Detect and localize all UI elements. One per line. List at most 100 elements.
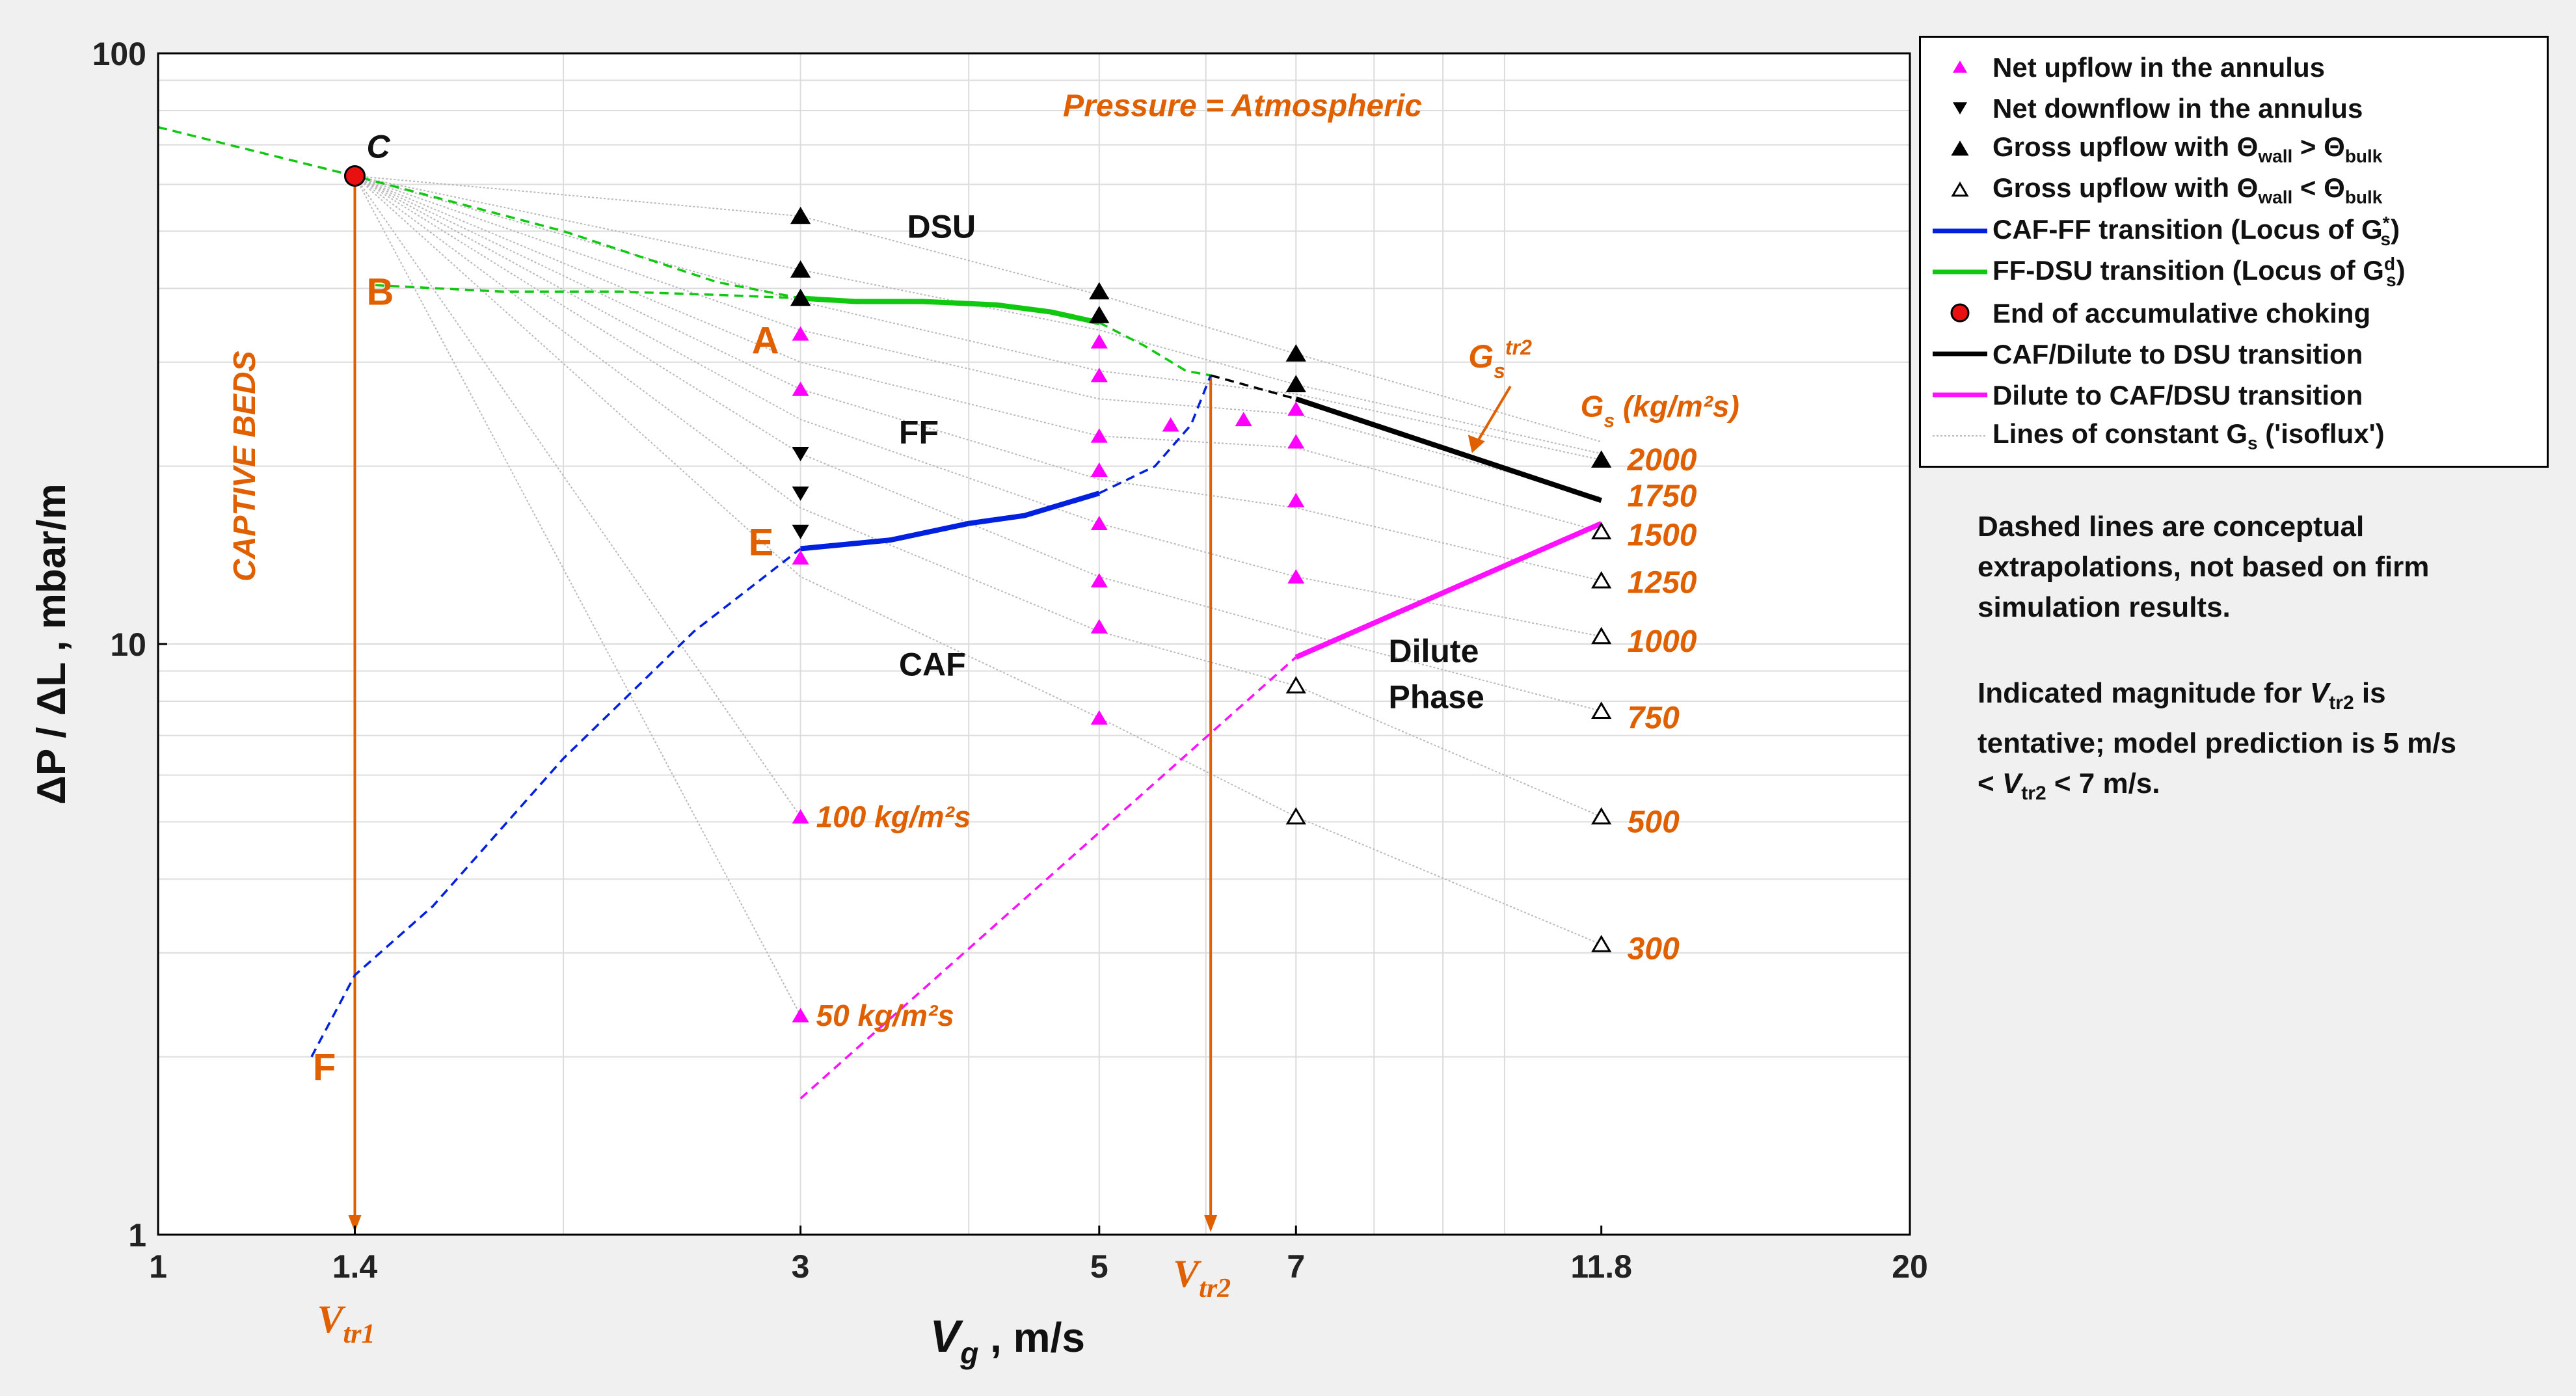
- label-point-c: C: [366, 129, 390, 165]
- legend: Net upflow in the annulus Net downflow in…: [1919, 36, 2549, 468]
- note-vtr2-part-b: is tentative; model prediction is 5 m/s …: [1978, 677, 2456, 799]
- legend-label-sub: wall: [2258, 146, 2293, 167]
- marker-net-upflow: [1090, 428, 1108, 443]
- legend-net-downflow-icon-shape: [1953, 102, 1967, 114]
- legend-end-choking-icon-svg: [1950, 303, 1970, 323]
- x-tick-label: 1: [149, 1248, 167, 1285]
- legend-net-upflow-icon-shape: [1953, 60, 1967, 73]
- x-tick-label: 1.4: [332, 1248, 378, 1285]
- legend-label: CAF/Dilute to DSU transition: [1992, 339, 2363, 370]
- legend-label-text: CAF/Dilute to DSU transition: [1992, 338, 2363, 369]
- label-vtr2: Vtr2: [1173, 1252, 1231, 1304]
- marker-net-downflow: [792, 447, 809, 462]
- marker-gross-up-open: [1591, 807, 1612, 825]
- legend-item: Gross upflow with Θwall < Θbulk: [1927, 170, 2540, 211]
- legend-label-end: ): [2396, 255, 2406, 286]
- legend-gross-up-filled-icon-svg: [1951, 141, 1969, 156]
- legend-label-sup: d: [2383, 254, 2396, 275]
- x-axis-label-sub: g: [959, 1336, 978, 1370]
- legend-label-sub: s: [2386, 269, 2396, 290]
- legend-label: CAF-FF transition (Locus of G*s): [1992, 213, 2400, 249]
- legend-caf-ff-line-icon-svg: [1933, 228, 1987, 234]
- note-vtr2-sub: tr2: [2329, 691, 2354, 714]
- grid: [158, 53, 1910, 1235]
- marker-gross-up-open: [1285, 676, 1306, 693]
- label-vtr1-sub: tr1: [343, 1319, 375, 1349]
- y-tick-label: 10: [110, 626, 146, 663]
- label-regime-dsu: DSU: [907, 208, 976, 245]
- isoflux-line-1500: [355, 175, 1602, 533]
- label-pressure: Pressure = Atmospheric: [1063, 88, 1422, 123]
- gs-tr2-arrow: [1473, 385, 1512, 448]
- marker-net-upflow: [792, 381, 809, 396]
- legend-item: FF-DSU transition (Locus of Gds): [1927, 252, 2540, 293]
- label-gs-value: 1250: [1628, 566, 1697, 600]
- label-point-b: B: [366, 271, 394, 313]
- legend-label: Gross upflow with Θwall > Θbulk: [1992, 131, 2382, 167]
- series-ff_dsu_dashed_B: [375, 284, 801, 300]
- label-gs-tr2-sup: tr2: [1505, 336, 1532, 359]
- label-gs-units-sub: s: [1603, 410, 1615, 432]
- label-gs-units-rest: (kg/m²s): [1615, 390, 1739, 423]
- label-point-a: A: [752, 319, 779, 362]
- x-axis-label: Vg , m/s: [930, 1311, 1085, 1370]
- label-vtr1-main: V: [317, 1298, 346, 1341]
- x-axis-label-unit: , m/s: [978, 1314, 1085, 1361]
- note-vtr2: Indicated magnitude for Vtr2 is tentativ…: [1978, 673, 2472, 814]
- x-tick-label: 3: [792, 1248, 810, 1285]
- marker-net-upflow: [1287, 492, 1305, 507]
- vtr1-line-arrowhead: [348, 1215, 362, 1232]
- data-markers: [343, 165, 1612, 1023]
- legend-label: Net downflow in the annulus: [1992, 93, 2363, 124]
- y-tick-label: 100: [92, 36, 146, 72]
- legend-item: CAF/Dilute to DSU transition: [1927, 334, 2540, 375]
- x-tick-label: 5: [1090, 1248, 1108, 1285]
- annotations: C B A E F DSU FF CAF Dilute Phase CAPTIVE BEDS Pres…: [29, 88, 1739, 1370]
- y-tick-label: 1: [128, 1217, 146, 1254]
- series-ff_dsu_dashed_right: [1099, 321, 1211, 377]
- marker-gross-up-filled: [790, 288, 811, 306]
- x-axis-label-symbol: V: [930, 1311, 964, 1362]
- legend-gross-up-filled-icon-shape: [1951, 141, 1969, 156]
- marker-net-upflow: [1090, 710, 1108, 725]
- legend-label-sub: wall: [2258, 187, 2293, 208]
- isoflux-line-1250: [355, 175, 1602, 582]
- legend-item: CAF-FF transition (Locus of G*s): [1927, 211, 2540, 252]
- legend-net-upflow-icon: [1927, 47, 1992, 88]
- marker-net-upflow: [1287, 569, 1305, 584]
- label-gs-value: 1500: [1628, 518, 1697, 552]
- marker-net-upflow: [1287, 401, 1305, 416]
- marker-net-upflow: [792, 809, 809, 824]
- legend-label-text: Dilute to CAF/DSU transition: [1992, 379, 2363, 410]
- legend-net-upflow-icon-svg: [1953, 60, 1967, 73]
- legend-label-text: Net upflow in the annulus: [1992, 51, 2325, 83]
- legend-end-choking-icon-shape: [1950, 303, 1970, 323]
- legend-label: Lines of constant Gs ('isoflux'): [1992, 418, 2385, 453]
- marker-gross-up-open: [1591, 701, 1612, 719]
- y-axis-label: ΔP / ΔL , mbar/m: [29, 483, 74, 804]
- series-caf_ff_dashed_left: [310, 548, 801, 1058]
- marker-net-upflow: [1090, 462, 1108, 477]
- x-tick-label: 7: [1287, 1248, 1305, 1285]
- marker-net-upflow: [1287, 434, 1305, 449]
- legend-label-text: FF-DSU transition (Locus of G: [1992, 255, 2384, 286]
- legend-label-text: End of accumulative choking: [1992, 297, 2371, 329]
- x-tick-label: 20: [1892, 1248, 1928, 1285]
- legend-item: Dilute to CAF/DSU transition: [1927, 375, 2540, 416]
- legend-label: FF-DSU transition (Locus of Gds): [1992, 254, 2406, 290]
- legend-label-text: Gross upflow with Θ: [1992, 131, 2259, 163]
- label-gs-value: 2000: [1627, 443, 1697, 477]
- marker-gross-up-filled: [1285, 344, 1306, 362]
- legend-label-sub2: bulk: [2344, 146, 2383, 167]
- legend-item: Net downflow in the annulus: [1927, 88, 2540, 129]
- note-dashed-lines: Dashed lines are conceptual extrapolatio…: [1978, 507, 2472, 628]
- legend-label-sub2: bulk: [2344, 187, 2383, 208]
- note-vtr2-sub-2: tr2: [2021, 782, 2046, 804]
- legend-ff-dsu-line-icon: [1927, 252, 1992, 293]
- label-vtr2-main: V: [1173, 1252, 1202, 1295]
- label-gs-tr2: Gstr2: [1468, 336, 1532, 383]
- legend-dilute-line-icon-svg: [1933, 392, 1987, 397]
- side-panel: Net upflow in the annulus Net downflow in…: [1919, 36, 2568, 814]
- label-regime-caf: CAF: [899, 647, 966, 683]
- series-ff_dsu_solid: [800, 295, 1100, 325]
